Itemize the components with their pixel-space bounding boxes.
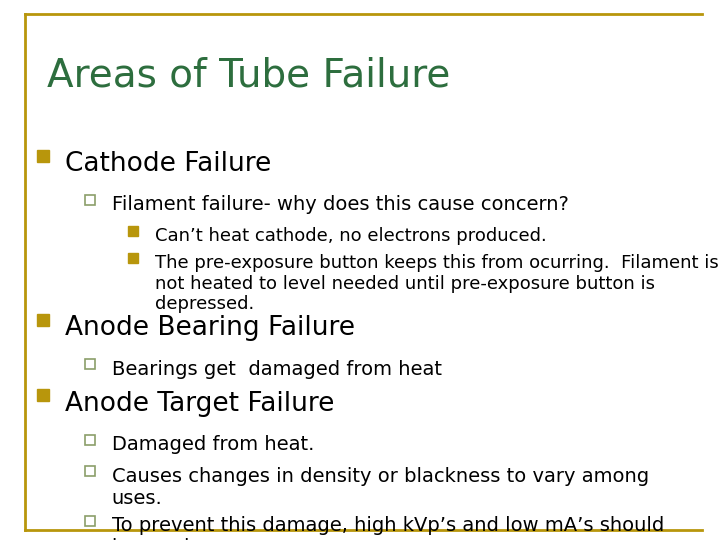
Text: Cathode Failure: Cathode Failure	[65, 151, 271, 177]
Text: Filament failure- why does this cause concern?: Filament failure- why does this cause co…	[112, 195, 569, 214]
Text: Anode Bearing Failure: Anode Bearing Failure	[65, 315, 355, 341]
Text: To prevent this damage, high kVp’s and low mA’s should
be used.: To prevent this damage, high kVp’s and l…	[112, 516, 664, 540]
Text: The pre-exposure button keeps this from ocurring.  Filament is
not heated to lev: The pre-exposure button keeps this from …	[155, 254, 719, 313]
Text: Causes changes in density or blackness to vary among
uses.: Causes changes in density or blackness t…	[112, 467, 649, 508]
Text: Damaged from heat.: Damaged from heat.	[112, 435, 314, 454]
Text: Can’t heat cathode, no electrons produced.: Can’t heat cathode, no electrons produce…	[155, 227, 546, 245]
Text: Bearings get  damaged from heat: Bearings get damaged from heat	[112, 360, 441, 379]
Text: Areas of Tube Failure: Areas of Tube Failure	[47, 57, 450, 94]
Text: Anode Target Failure: Anode Target Failure	[65, 391, 334, 417]
